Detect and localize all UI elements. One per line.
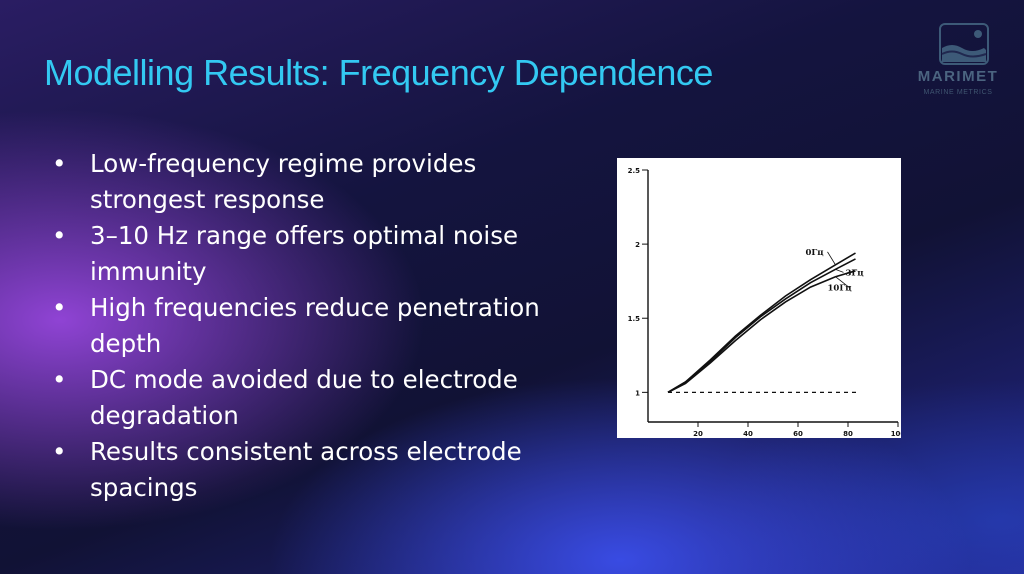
bullet-glyph: • xyxy=(52,221,67,250)
frequency-plot: 1 1.5 2 2.5 20 40 60 80 100 0Гц 3Гц 10Гц xyxy=(617,158,901,438)
series-label: 10Гц xyxy=(828,284,852,294)
bullet-text: High frequencies reduce penetration dept… xyxy=(90,293,540,358)
bullet-text: Results consistent across electrode spac… xyxy=(90,437,522,502)
logo-subtitle: MARINE METRICS xyxy=(923,89,993,96)
logo-wordmark: MARIMET xyxy=(917,68,999,85)
series-leader-line xyxy=(835,276,850,289)
marimet-logo: MARIMET MARINE METRICS xyxy=(912,22,1004,106)
bullet-item: • Results consistent across electrode spa… xyxy=(52,434,572,506)
y-tick-label: 1 xyxy=(635,389,640,397)
bullet-glyph: • xyxy=(52,365,67,394)
bullet-item: • High frequencies reduce penetration dep… xyxy=(52,290,572,362)
series-label: 3Гц xyxy=(846,268,864,278)
bullet-list: • Low-frequency regime provides strongest… xyxy=(52,146,572,506)
bullet-glyph: • xyxy=(52,293,67,322)
slide-title: Modelling Results: Frequency Dependence xyxy=(44,52,713,93)
series-label: 0Гц xyxy=(806,248,824,258)
bullet-text: 3–10 Hz range offers optimal noise immun… xyxy=(90,221,519,286)
x-tick-label: 40 xyxy=(743,430,753,438)
y-tick-label: 2.5 xyxy=(628,167,641,175)
x-tick-label: 20 xyxy=(693,430,703,438)
series-leader-line xyxy=(827,251,836,266)
bullet-text: DC mode avoided due to electrode degrada… xyxy=(90,365,518,430)
bullet-item: • DC mode avoided due to electrode degrad… xyxy=(52,362,572,434)
y-tick-label: 2 xyxy=(635,241,640,249)
bullet-glyph: • xyxy=(52,149,67,178)
series-line-2 xyxy=(667,270,856,394)
bullet-item: • Low-frequency regime provides strongest… xyxy=(52,146,572,218)
x-tick-label: 60 xyxy=(793,430,803,438)
series-line-1 xyxy=(667,258,856,394)
bullet-item: • 3–10 Hz range offers optimal noise immu… xyxy=(52,218,572,290)
x-tick-label: 80 xyxy=(843,430,853,438)
x-tick-label: 100 xyxy=(891,430,901,438)
frequency-chart-svg: 1 1.5 2 2.5 20 40 60 80 100 0Гц 3Гц 10Гц xyxy=(628,167,901,438)
logo-emblem-icon xyxy=(939,23,989,65)
series-leader-line xyxy=(835,268,844,273)
bullet-glyph: • xyxy=(52,437,67,466)
bullet-text: Low-frequency regime provides strongest … xyxy=(90,149,477,214)
y-tick-label: 1.5 xyxy=(628,315,641,323)
